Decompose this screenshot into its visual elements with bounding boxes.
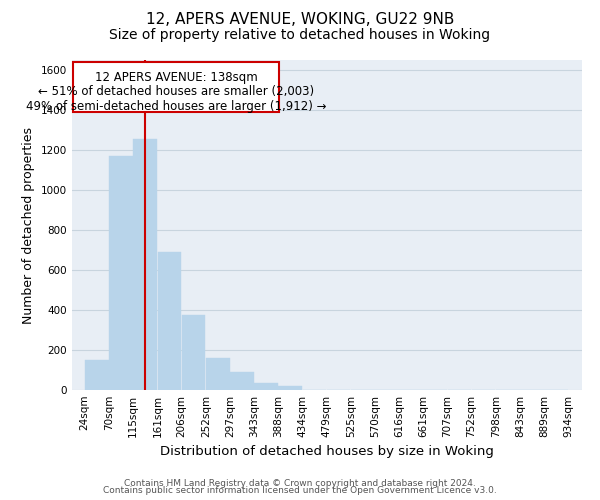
Bar [133,139,157,390]
Text: 12 APERS AVENUE: 138sqm: 12 APERS AVENUE: 138sqm [95,71,257,84]
Text: 12, APERS AVENUE, WOKING, GU22 9NB: 12, APERS AVENUE, WOKING, GU22 9NB [146,12,454,28]
Bar [109,156,133,390]
Text: 49% of semi-detached houses are larger (1,912) →: 49% of semi-detached houses are larger (… [26,100,326,112]
Bar [230,372,254,390]
Bar [206,358,230,390]
Bar [85,360,109,390]
FancyBboxPatch shape [73,62,279,112]
Bar [158,252,181,390]
Bar [254,383,278,390]
Y-axis label: Number of detached properties: Number of detached properties [22,126,35,324]
Text: Contains HM Land Registry data © Crown copyright and database right 2024.: Contains HM Land Registry data © Crown c… [124,478,476,488]
Bar [278,386,302,390]
Text: Size of property relative to detached houses in Woking: Size of property relative to detached ho… [109,28,491,42]
Text: ← 51% of detached houses are smaller (2,003): ← 51% of detached houses are smaller (2,… [38,86,314,98]
X-axis label: Distribution of detached houses by size in Woking: Distribution of detached houses by size … [160,446,494,458]
Text: Contains public sector information licensed under the Open Government Licence v3: Contains public sector information licen… [103,486,497,495]
Bar [182,315,205,390]
